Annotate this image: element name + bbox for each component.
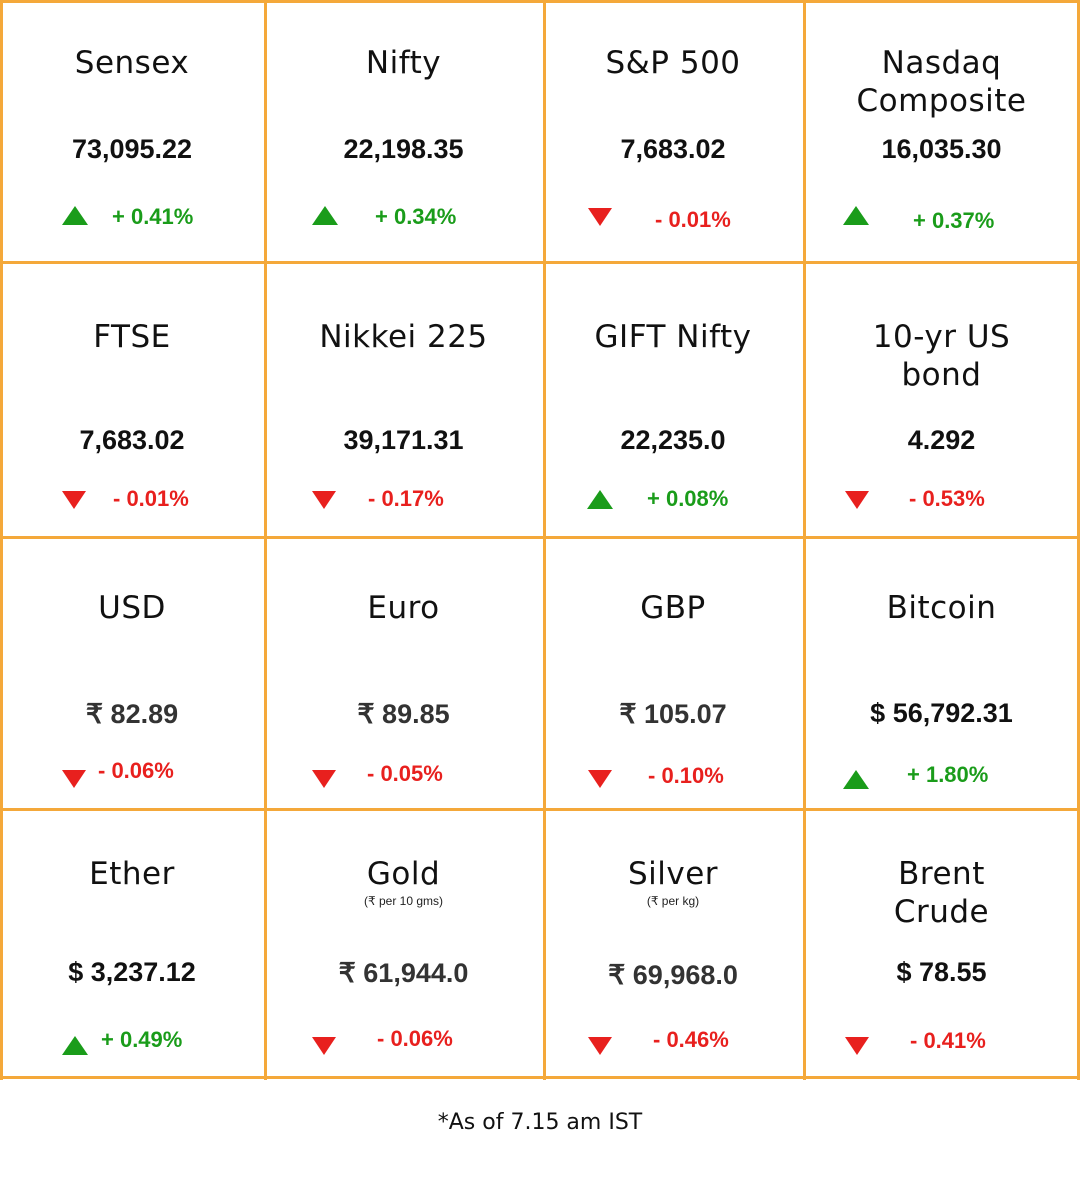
- tile-value: ₹ 82.89: [85, 699, 179, 729]
- grid-line: [0, 261, 1080, 264]
- tile-ether: Ether $ 3,237.12 + 0.49%: [0, 808, 264, 1076]
- grid-line: [0, 0, 3, 1080]
- tile-change: - 0.06%: [98, 758, 174, 783]
- up-arrow-icon: [312, 206, 338, 225]
- down-arrow-icon: [312, 770, 336, 788]
- up-arrow-icon: [843, 770, 869, 789]
- tile-usd: USD ₹ 82.89 - 0.06%: [0, 536, 264, 808]
- tile-change: + 0.37%: [913, 208, 995, 233]
- tile-value: ₹ 89.85: [357, 699, 450, 729]
- tile-change: - 0.53%: [909, 486, 985, 511]
- tile-euro: Euro ₹ 89.85 - 0.05%: [264, 536, 543, 808]
- down-arrow-icon: [588, 208, 612, 226]
- tile-sp500: S&P 500 7,683.02 - 0.01%: [543, 0, 803, 261]
- tile-value: ₹ 105.07: [619, 699, 727, 729]
- tile-name: Ether: [89, 856, 175, 892]
- down-arrow-icon: [312, 1037, 336, 1055]
- tile-change: + 0.34%: [375, 204, 457, 229]
- up-arrow-icon: [587, 490, 613, 509]
- tile-name: Euro: [367, 590, 440, 626]
- tile-name: USD: [98, 590, 166, 626]
- tile-nikkei: Nikkei 225 39,171.31 - 0.17%: [264, 261, 543, 536]
- tile-brent-crude: Brent Crude $ 78.55 - 0.41%: [803, 808, 1080, 1076]
- tile-us-bond: 10-yr US bond 4.292 - 0.53%: [803, 261, 1080, 536]
- down-arrow-icon: [845, 491, 869, 509]
- timestamp-footnote: *As of 7.15 am IST: [437, 1110, 643, 1135]
- tile-change: + 0.08%: [647, 486, 729, 511]
- tile-name: Gold: [366, 856, 441, 892]
- tile-value: 4.292: [907, 425, 976, 455]
- grid-line: [0, 536, 1080, 539]
- grid-line: [0, 0, 1080, 3]
- tile-name: FTSE: [93, 319, 171, 355]
- tile-silver: Silver (₹ per kg) ₹ 69,968.0 - 0.46%: [543, 808, 803, 1076]
- tile-name: 10-yr US bond: [872, 319, 1011, 393]
- tile-name: Brent Crude: [893, 856, 990, 930]
- tile-ftse: FTSE 7,683.02 - 0.01%: [0, 261, 264, 536]
- grid-line: [0, 808, 1080, 811]
- tile-name: GBP: [640, 590, 706, 626]
- tile-bitcoin: Bitcoin $ 56,792.31 + 1.80%: [803, 536, 1080, 808]
- down-arrow-icon: [588, 1037, 612, 1055]
- market-grid: [0, 0, 1080, 1080]
- down-arrow-icon: [62, 770, 86, 788]
- up-arrow-icon: [62, 206, 88, 225]
- tile-value: 22,235.0: [620, 425, 726, 455]
- tile-change: - 0.46%: [653, 1027, 729, 1052]
- tile-nasdaq: Nasdaq Composite 16,035.30 + 0.37%: [803, 0, 1080, 261]
- tile-value: ₹ 61,944.0: [338, 958, 469, 988]
- tile-name: Nasdaq Composite: [856, 45, 1027, 119]
- grid-line: [0, 1076, 1080, 1079]
- tile-name: Sensex: [74, 45, 190, 81]
- down-arrow-icon: [312, 491, 336, 509]
- down-arrow-icon: [845, 1037, 869, 1055]
- tile-change: + 1.80%: [907, 762, 989, 787]
- tile-change: - 0.01%: [655, 207, 731, 232]
- tile-unit: (₹ per 10 gms): [364, 894, 443, 908]
- tile-name: Bitcoin: [886, 590, 997, 626]
- tile-value: $ 78.55: [896, 957, 987, 987]
- tile-name: Silver: [627, 856, 719, 892]
- tile-gift-nifty: GIFT Nifty 22,235.0 + 0.08%: [543, 261, 803, 536]
- tile-unit: (₹ per kg): [646, 894, 700, 908]
- tile-name: Nifty: [365, 45, 442, 81]
- tile-value: $ 3,237.12: [68, 957, 196, 987]
- tile-change: - 0.17%: [368, 486, 444, 511]
- tile-value: 73,095.22: [71, 134, 193, 164]
- tile-value: 7,683.02: [620, 134, 726, 164]
- tile-name: S&P 500: [605, 45, 741, 81]
- down-arrow-icon: [62, 491, 86, 509]
- grid-line: [264, 0, 267, 1080]
- up-arrow-icon: [843, 206, 869, 225]
- tile-change: - 0.10%: [648, 763, 724, 788]
- up-arrow-icon: [62, 1036, 88, 1055]
- tile-change: - 0.41%: [910, 1028, 986, 1053]
- tile-change: - 0.06%: [377, 1026, 453, 1051]
- tile-value: ₹ 69,968.0: [608, 960, 738, 990]
- tile-gold: Gold (₹ per 10 gms) ₹ 61,944.0 - 0.06%: [264, 808, 543, 1076]
- tile-value: 16,035.30: [881, 134, 1002, 164]
- tile-change: + 0.49%: [101, 1027, 183, 1052]
- tile-nifty: Nifty 22,198.35 + 0.34%: [264, 0, 543, 261]
- grid-line: [803, 0, 806, 1080]
- tile-value: $ 56,792.31: [870, 698, 1013, 728]
- tile-change: + 0.41%: [112, 204, 194, 229]
- down-arrow-icon: [588, 770, 612, 788]
- tile-value: 39,171.31: [343, 425, 464, 455]
- tile-gbp: GBP ₹ 105.07 - 0.10%: [543, 536, 803, 808]
- grid-line: [543, 0, 546, 1080]
- grid-line: [1077, 0, 1080, 1080]
- tile-sensex: Sensex 73,095.22 + 0.41%: [0, 0, 264, 261]
- tile-name: Nikkei 225: [319, 319, 488, 355]
- tile-change: - 0.01%: [113, 486, 189, 511]
- tile-name: GIFT Nifty: [594, 319, 752, 355]
- tile-value: 22,198.35: [343, 134, 464, 164]
- tile-change: - 0.05%: [367, 761, 443, 786]
- tile-value: 7,683.02: [79, 425, 185, 455]
